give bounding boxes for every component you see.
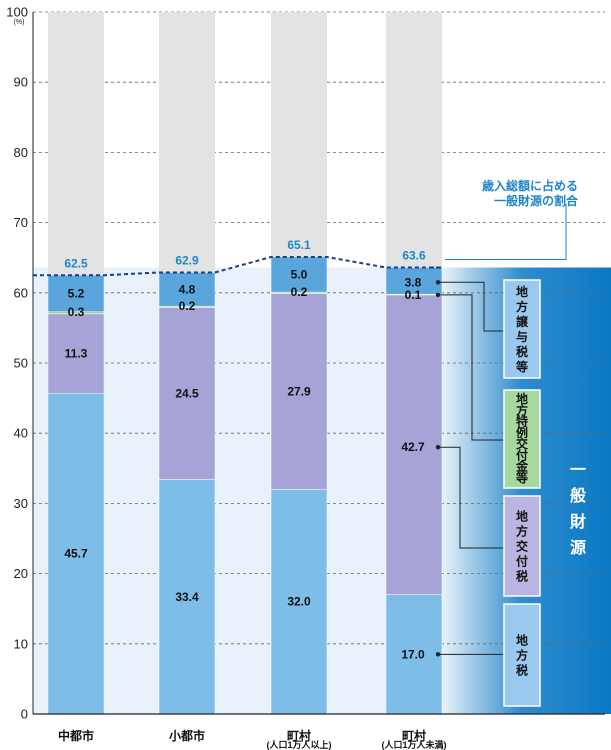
bar-value-label: 4.8 — [179, 282, 196, 296]
bar-value-label: 0.1 — [405, 288, 422, 302]
bar-segment — [270, 293, 328, 490]
y-tick-label: 20 — [14, 566, 28, 581]
bar-segment — [385, 594, 443, 715]
bar-segment — [270, 489, 328, 715]
bar-total-label: 63.6 — [402, 249, 426, 263]
bar-value-label: 0.3 — [68, 305, 85, 319]
x-tick-sublabel: (人口1万人以上) — [267, 739, 332, 750]
bar-value-label: 5.2 — [68, 287, 85, 301]
annotation-line-1: 歳入総額に占める — [482, 178, 578, 193]
bar-segment — [270, 256, 328, 293]
bar-value-label: 32.0 — [287, 595, 311, 609]
bar-segment — [385, 267, 443, 295]
y-tick-label: 50 — [14, 356, 28, 371]
legend-label: 地方譲与税等 — [515, 284, 529, 374]
annotation-pointer — [445, 204, 567, 261]
bar-total-label: 65.1 — [287, 238, 311, 252]
bar-value-label: 27.9 — [287, 384, 311, 398]
bar-segment — [47, 275, 105, 313]
bar-value-label: 3.8 — [405, 275, 422, 289]
connector-dot — [435, 292, 441, 298]
general-revenue-label: 一般財源 — [570, 462, 586, 557]
legend-box — [503, 389, 541, 489]
legend-box — [503, 495, 541, 597]
legend-connector — [438, 281, 504, 332]
x-tick-label: 町村 — [402, 728, 426, 743]
bar-value-label: 11.3 — [65, 347, 88, 361]
bar-segment — [385, 294, 443, 595]
y-tick-label: 40 — [14, 426, 28, 441]
bar-total-label: 62.5 — [64, 256, 88, 270]
bar-total-label: 62.9 — [175, 253, 199, 267]
x-tick-sublabel: (人口1万人未満) — [382, 739, 447, 750]
legend-label: 地方特例交付金等 — [515, 391, 529, 485]
x-tick-label: 小都市 — [169, 728, 205, 743]
bar-value-label: 42.7 — [401, 440, 425, 454]
y-tick-label: 70 — [14, 215, 28, 230]
y-axis-unit: (%) — [14, 19, 25, 26]
y-tick-label: 90 — [14, 75, 28, 90]
bar-value-label: 45.7 — [64, 547, 88, 561]
y-tick-label: 30 — [14, 496, 28, 511]
bar-value-label: 17.0 — [401, 647, 425, 661]
total-ratio-line — [33, 255, 442, 277]
x-tick-label: 町村 — [287, 728, 311, 743]
x-tick-label: 中都市 — [58, 728, 94, 743]
y-tick-label: 10 — [14, 636, 28, 651]
bar-value-label: 24.5 — [175, 387, 199, 401]
connector-dot — [435, 445, 441, 450]
annotation-line-2: 一般財源の割合 — [494, 193, 579, 208]
legend-label: 地方税 — [516, 633, 528, 678]
legend-label: 地方交付税 — [516, 509, 528, 584]
connector-dot — [435, 652, 441, 657]
bar-value-label: 0.2 — [179, 299, 196, 313]
bar-segment — [158, 479, 216, 715]
bar-value-label: 0.2 — [291, 285, 308, 299]
bar-segment — [47, 313, 105, 394]
y-tick-label: 100 — [6, 5, 28, 20]
legend-box — [503, 603, 541, 707]
bar-segment — [158, 307, 216, 480]
bar-segment — [158, 272, 216, 307]
legend-connector — [438, 294, 504, 441]
y-tick-label: 0 — [21, 707, 28, 722]
y-tick-label: 60 — [14, 285, 28, 300]
bar-value-label: 33.4 — [175, 590, 199, 604]
y-tick-label: 80 — [14, 145, 28, 160]
legend-box — [503, 279, 541, 379]
connector-dot — [435, 280, 441, 285]
legend-connector — [438, 446, 504, 549]
bar-segment — [47, 392, 105, 715]
bar-value-label: 5.0 — [291, 268, 308, 282]
